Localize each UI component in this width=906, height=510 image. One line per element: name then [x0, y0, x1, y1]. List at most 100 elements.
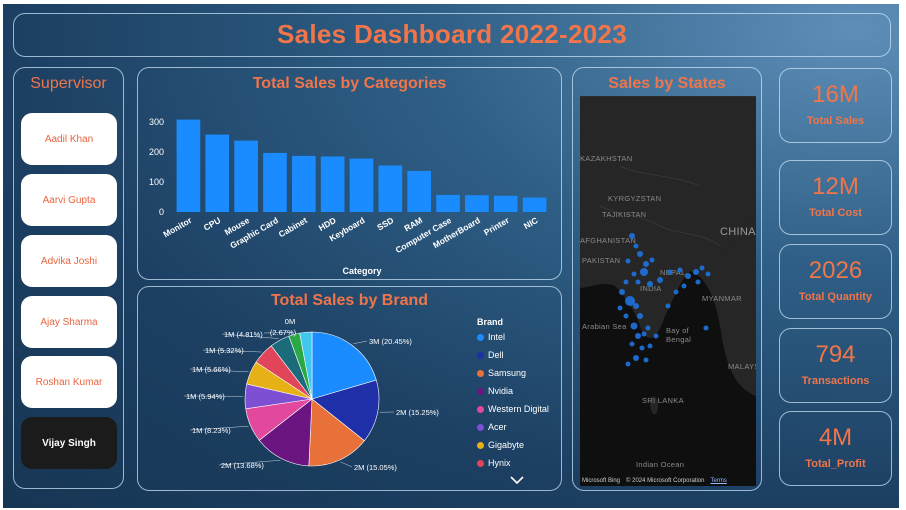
map-marker[interactable]	[645, 325, 651, 331]
pie-slice[interactable]	[299, 331, 313, 400]
map-marker[interactable]	[633, 355, 639, 361]
legend-item[interactable]: Nvidia	[477, 386, 513, 396]
map-marker[interactable]	[625, 258, 631, 264]
legend-item[interactable]: Samsung	[477, 368, 526, 378]
map-marker[interactable]	[629, 233, 635, 239]
map-marker[interactable]	[693, 269, 699, 275]
bar[interactable]	[349, 158, 374, 212]
supervisor-title: Supervisor	[30, 75, 107, 92]
map-marker[interactable]	[703, 325, 709, 331]
map-marker[interactable]	[667, 269, 673, 275]
map-marker[interactable]	[635, 333, 641, 339]
kpi-total-sales: 16M Total Sales	[779, 68, 892, 143]
bar[interactable]	[205, 134, 230, 212]
map-marker[interactable]	[647, 281, 653, 287]
pie-slice[interactable]	[311, 379, 380, 442]
map-marker[interactable]	[639, 345, 645, 351]
map-marker[interactable]	[641, 331, 647, 337]
legend-item[interactable]: Hynix	[477, 458, 511, 468]
supervisor-item-vijay-singh[interactable]: Vijay Singh	[21, 417, 117, 469]
map-marker[interactable]	[617, 305, 623, 311]
x-tick-label: Monitor	[161, 215, 194, 240]
bar[interactable]	[436, 194, 460, 212]
map-marker[interactable]	[623, 313, 629, 319]
map-terms-link[interactable]: Terms	[710, 478, 727, 484]
x-axis-label: Category	[342, 266, 381, 276]
kpi-total-quantity-value: 2026	[808, 257, 863, 284]
legend-item[interactable]: Western Digital	[477, 404, 549, 414]
supervisor-item-roshan-kumar[interactable]: Roshan Kumar	[21, 356, 117, 408]
bar[interactable]	[263, 152, 287, 212]
map-marker[interactable]	[619, 289, 625, 295]
legend-color-dot	[477, 351, 484, 359]
categories-chart-title: Total Sales by Categories	[252, 75, 447, 92]
map-marker[interactable]	[643, 357, 649, 363]
map-marker[interactable]	[631, 271, 637, 277]
pie-slice[interactable]	[258, 398, 313, 467]
bar[interactable]	[176, 119, 201, 212]
supervisor-item-aadil-khan[interactable]: Aadil Khan	[21, 113, 117, 165]
map-marker[interactable]	[643, 261, 649, 267]
supervisor-item-advika-joshi[interactable]: Advika Joshi	[21, 235, 117, 287]
legend-color-dot	[477, 459, 484, 467]
map-marker[interactable]	[637, 251, 643, 257]
map-marker[interactable]	[705, 271, 711, 277]
map-marker[interactable]	[677, 267, 683, 273]
map-marker[interactable]	[630, 322, 638, 330]
map-label-myanmar: MYANMAR	[702, 294, 742, 303]
legend-label: Hynix	[488, 458, 511, 468]
map-marker[interactable]	[637, 313, 643, 319]
kpi-total-cost-value: 12M	[812, 173, 859, 200]
legend-label: Gigabyte	[488, 440, 525, 450]
pie-slice[interactable]	[308, 398, 365, 467]
map-marker[interactable]	[640, 268, 648, 276]
map-marker[interactable]	[647, 343, 653, 349]
map-marker[interactable]	[695, 279, 701, 285]
map-marker[interactable]	[635, 279, 641, 285]
bar[interactable]	[234, 140, 258, 212]
kpi-total-cost: 12M Total Cost	[779, 160, 892, 235]
map-landmass	[580, 96, 756, 415]
map-marker[interactable]	[625, 361, 631, 367]
bar[interactable]	[291, 155, 316, 212]
bar[interactable]	[378, 165, 403, 213]
map-marker[interactable]	[649, 257, 655, 263]
map-label-tajikistan: TAJIKISTAN	[602, 210, 647, 219]
legend-item[interactable]: Dell	[477, 350, 504, 360]
kpi-total-sales-label: Total Sales	[806, 115, 865, 127]
map-marker[interactable]	[699, 265, 705, 271]
map-marker[interactable]	[657, 277, 663, 283]
bar[interactable]	[522, 197, 547, 212]
supervisor-item-aarvi-gupta[interactable]: Aarvi Gupta	[21, 174, 117, 226]
map-marker[interactable]	[625, 296, 635, 306]
pie-slice[interactable]	[311, 331, 377, 400]
supervisor-slicer: Supervisor Aadil Khan Aarvi Gupta Advika…	[13, 67, 124, 489]
bar[interactable]	[465, 195, 489, 212]
chevron-down-icon[interactable]	[510, 475, 524, 485]
map-marker[interactable]	[673, 289, 679, 295]
x-tick-label: SSD	[375, 215, 395, 232]
bar[interactable]	[320, 156, 345, 213]
map-label-arabian-sea: Arabian Sea	[582, 322, 627, 331]
map-label-china: CHINA	[720, 226, 756, 238]
legend-item[interactable]: Gigabyte	[477, 440, 524, 450]
map-marker[interactable]	[633, 243, 639, 249]
pie-leader-line	[340, 461, 353, 468]
pie-data-label: 0M	[285, 317, 295, 326]
map-marker[interactable]	[629, 341, 635, 347]
map-marker[interactable]	[633, 303, 639, 309]
bar[interactable]	[407, 170, 432, 212]
legend-item[interactable]: Intel	[477, 332, 505, 342]
map-marker[interactable]	[665, 303, 671, 309]
supervisor-item-ajay-sharma[interactable]: Ajay Sharma	[21, 296, 117, 348]
map-marker[interactable]	[681, 283, 687, 289]
legend-item[interactable]: Acer	[477, 422, 507, 432]
map-marker[interactable]	[623, 279, 629, 285]
map-label-sri-lanka: SRI LANKA	[642, 396, 684, 405]
map-marker[interactable]	[685, 273, 691, 279]
bar[interactable]	[493, 195, 518, 212]
map-marker[interactable]	[653, 333, 659, 339]
states-map[interactable]: KAZAKHSTAN KYRGYZSTAN TAJIKISTAN AFGHANI…	[580, 96, 756, 486]
categories-chart-panel: Total Sales by Categories 0 100 200 300 Moni…	[137, 67, 562, 280]
